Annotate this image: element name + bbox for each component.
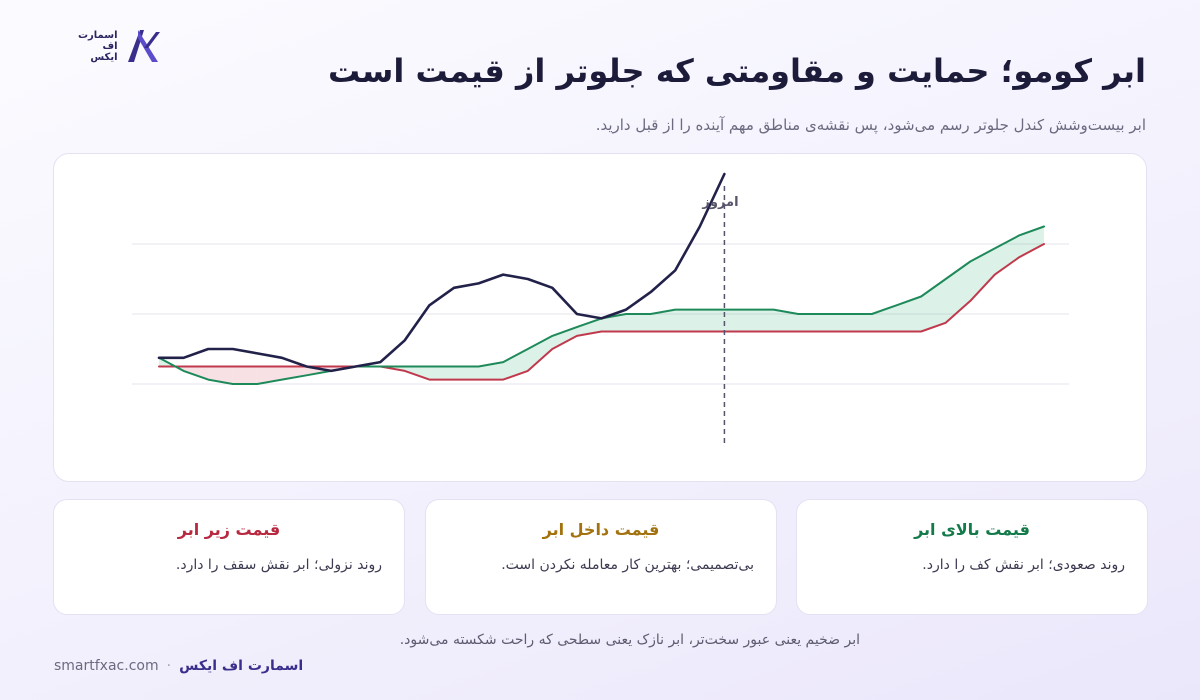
footer-brand: اسمارت اف ایکس bbox=[179, 658, 304, 674]
logo-line-1: اسمارت bbox=[78, 29, 118, 41]
card-above-title: قیمت بالای ابر bbox=[914, 520, 1030, 539]
footer-separator: · bbox=[166, 658, 172, 674]
bullish-cloud-segment bbox=[871, 305, 897, 332]
bullish-cloud-segment bbox=[699, 309, 725, 332]
page-title: ابر کومو؛ حمایت و مقاومتی که جلوتر از قی… bbox=[328, 52, 1146, 90]
card-inside-text: بی‌تصمیمی؛ بهترین کار معامله نکردن است. bbox=[501, 557, 754, 573]
bullish-cloud-segment bbox=[773, 309, 799, 332]
bullish-cloud-segment bbox=[576, 318, 602, 336]
logo-line-2: اف bbox=[102, 40, 118, 52]
card-above-text: روند صعودی؛ ابر نقش کف را دارد. bbox=[922, 557, 1125, 573]
bearish-cloud-segment bbox=[257, 366, 282, 384]
logo-line-3: ایکس bbox=[90, 51, 118, 63]
price-line bbox=[157, 172, 726, 373]
logo-mark-icon bbox=[127, 30, 160, 62]
brand-logo[interactable]: اسمارت اف ایکس bbox=[78, 24, 174, 68]
footer: smartfxac.com · اسمارت اف ایکس bbox=[54, 658, 303, 674]
bearish-cloud-segment bbox=[232, 366, 258, 384]
today-marker-label: امروز bbox=[701, 195, 738, 210]
bearish-cloud-segment bbox=[208, 366, 233, 384]
bullish-cloud-segment bbox=[945, 261, 971, 323]
bullish-cloud-segment bbox=[454, 366, 479, 380]
bullish-cloud-segment bbox=[798, 314, 823, 332]
bullish-cloud-segment bbox=[822, 314, 848, 332]
bullish-cloud-segment bbox=[896, 296, 922, 332]
page-subtitle: ابر بیست‌وشش کندل جلوتر رسم می‌شود، پس ن… bbox=[595, 116, 1146, 134]
card-price-below-cloud: قیمت زیر ابر روند نزولی؛ ابر نقش سقف را … bbox=[53, 499, 405, 615]
bullish-cloud-segment bbox=[650, 309, 676, 332]
bullish-cloud-segment bbox=[994, 235, 1020, 275]
bullish-cloud-segment bbox=[675, 309, 700, 332]
card-inside-title: قیمت داخل ابر bbox=[542, 520, 660, 539]
bullish-cloud-segment bbox=[970, 248, 995, 301]
bullish-cloud-segment bbox=[404, 366, 430, 380]
footnote: ابر ضخیم یعنی عبور سخت‌تر، ابر نازک یعنی… bbox=[399, 632, 860, 648]
bullish-cloud-segment bbox=[749, 309, 774, 332]
card-below-text: روند نزولی؛ ابر نقش سقف را دارد. bbox=[175, 557, 382, 573]
footer-website-link[interactable]: smartfxac.com bbox=[54, 658, 159, 674]
logo-wordmark: اسمارت اف ایکس bbox=[78, 30, 118, 63]
card-price-inside-cloud: قیمت داخل ابر بی‌تصمیمی؛ بهترین کار معام… bbox=[425, 499, 777, 615]
bullish-cloud-segment bbox=[429, 366, 454, 380]
bullish-cloud-segment bbox=[601, 314, 627, 332]
ichimoku-chart: امروز bbox=[132, 172, 1069, 444]
bullish-cloud-segment bbox=[626, 314, 651, 332]
chart-card: امروز bbox=[53, 153, 1147, 482]
bearish-cloud-segment bbox=[281, 366, 307, 380]
bullish-cloud-segment bbox=[503, 349, 528, 380]
card-below-title: قیمت زیر ابر bbox=[177, 520, 281, 539]
bearish-cloud-segment bbox=[183, 366, 209, 380]
bullish-cloud-segment bbox=[724, 309, 749, 332]
bullish-cloud-segment bbox=[847, 314, 872, 332]
bullish-cloud-segment bbox=[921, 279, 946, 332]
bullish-cloud-segment bbox=[552, 327, 577, 349]
card-price-above-cloud: قیمت بالای ابر روند صعودی؛ ابر نقش کف را… bbox=[796, 499, 1148, 615]
bullish-cloud-segment bbox=[527, 335, 553, 371]
bullish-cloud-segment bbox=[478, 362, 504, 380]
